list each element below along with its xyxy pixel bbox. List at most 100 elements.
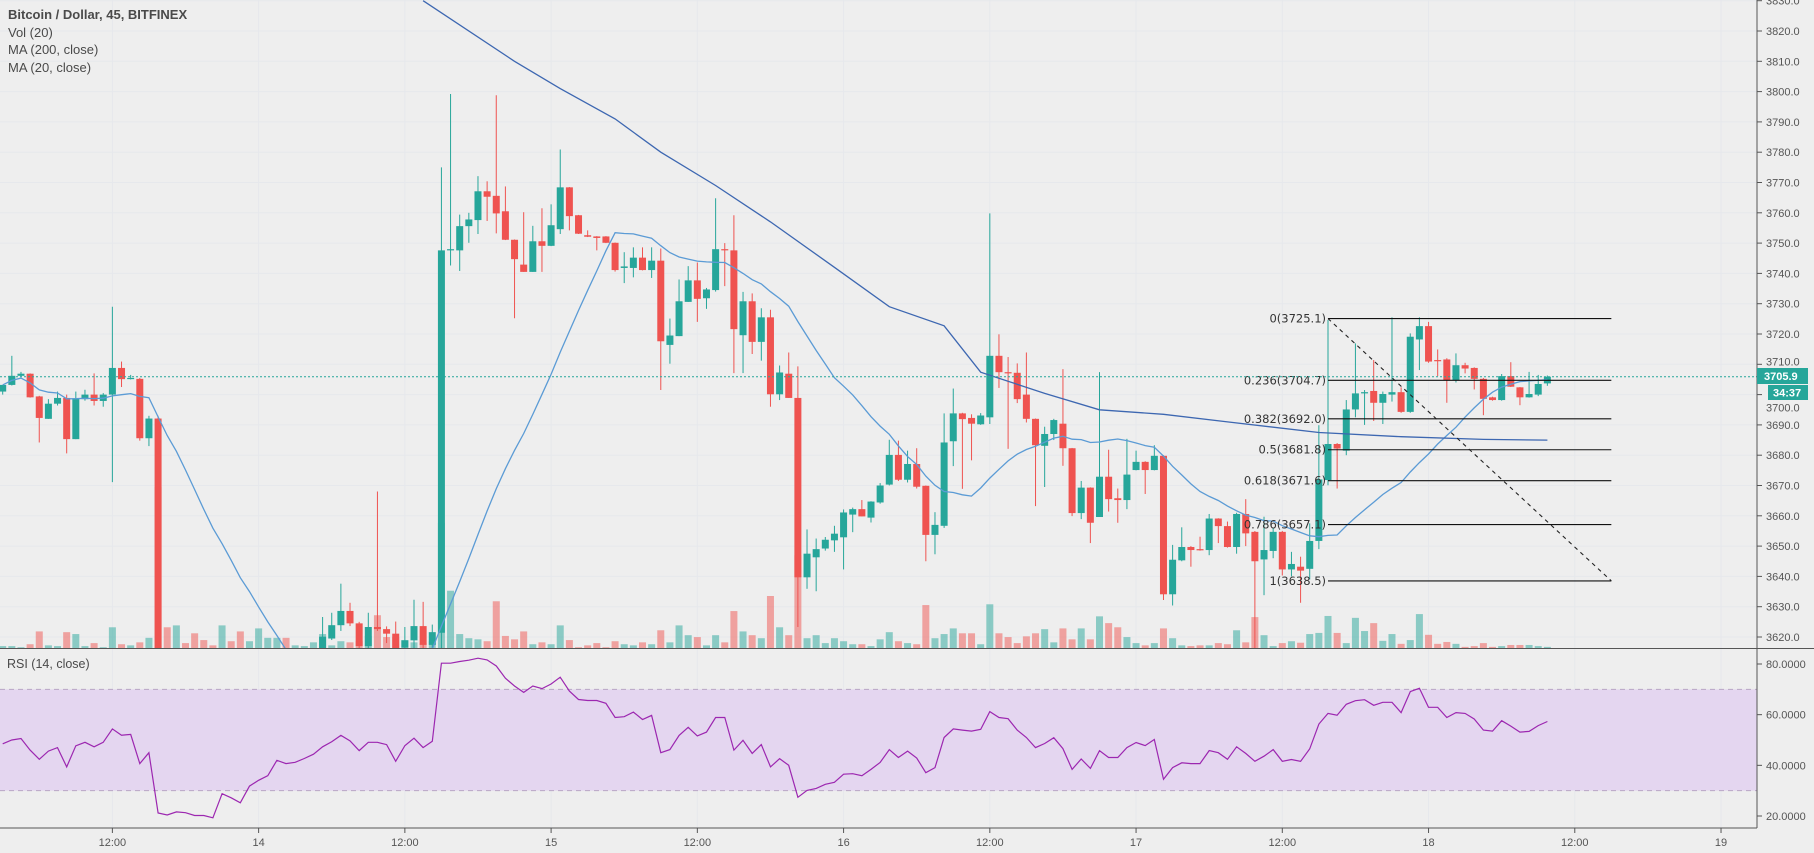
candle [1196, 536, 1204, 551]
candle [913, 448, 921, 489]
candle-body [1096, 476, 1103, 518]
candle [648, 247, 656, 278]
fib-trend-line[interactable] [1327, 318, 1612, 582]
time-tick-label: 12:00 [684, 837, 712, 849]
candle-body [1507, 376, 1515, 387]
volume-bar [483, 641, 491, 648]
candle [501, 186, 509, 241]
volume-bar [145, 637, 153, 648]
price-tick-label: 3750.0 [1766, 238, 1800, 250]
candle-body [337, 610, 345, 626]
volume-bar [1525, 644, 1533, 648]
price-tick-label: 3680.0 [1766, 450, 1800, 462]
candle-body [1406, 336, 1414, 412]
volume-bar [858, 644, 866, 648]
candle [328, 612, 336, 641]
candle-body [1214, 518, 1222, 527]
volume-bar [17, 647, 25, 648]
candle-body [575, 215, 583, 234]
candle [392, 621, 400, 648]
candle [575, 214, 583, 235]
candle-body [602, 236, 610, 243]
volume-bar [1516, 644, 1524, 648]
volume-bar [99, 647, 107, 648]
candle-body [648, 260, 656, 271]
volume-bar [1022, 636, 1030, 648]
candle [1425, 321, 1433, 363]
indicator-volume[interactable]: Vol (20) [8, 24, 53, 40]
candle-body [456, 226, 464, 251]
candle [145, 415, 153, 447]
volume-bar [1507, 644, 1515, 648]
candle [1150, 445, 1158, 471]
candle [364, 612, 372, 648]
candle [885, 439, 893, 486]
candle [301, 661, 308, 679]
candle-body [785, 373, 793, 398]
volume-bar [940, 634, 948, 648]
candle-body [483, 191, 491, 197]
price-tick-label: 3640.0 [1766, 571, 1800, 583]
candle [72, 391, 80, 440]
rsi-title[interactable]: RSI (14, close) [7, 657, 90, 671]
candle [355, 621, 363, 648]
candle-body [392, 633, 400, 648]
volume-bar [1543, 646, 1551, 648]
candle [373, 491, 381, 631]
candle [54, 391, 62, 406]
candle-body [803, 553, 811, 578]
volume-bar [1214, 643, 1222, 648]
candle-body [35, 396, 43, 418]
candle [849, 507, 857, 533]
candle-body [639, 257, 646, 271]
rsi-line [2, 657, 1548, 819]
candle [1516, 387, 1524, 406]
volume-bar [904, 643, 912, 648]
candle-body [1159, 455, 1167, 595]
volume-bar [785, 635, 793, 648]
candle-body [383, 629, 391, 634]
candle [840, 509, 848, 570]
volume-bar [821, 643, 829, 648]
candle [1187, 546, 1195, 567]
candle [1096, 372, 1103, 518]
volume-bar [803, 638, 811, 648]
fib-level-label: 0.5(3681.8) [1258, 443, 1326, 457]
volume-bar [236, 631, 244, 648]
candle [1306, 523, 1314, 580]
candle-body [1415, 326, 1423, 340]
symbol-title[interactable]: Bitcoin / Dollar, 45, BITFINEX [8, 7, 188, 22]
candle-body [968, 417, 976, 424]
candle [1397, 387, 1405, 413]
candle [602, 236, 610, 244]
price-tick-label: 3720.0 [1766, 329, 1800, 341]
candle-body [1297, 566, 1305, 571]
volume-bar [1315, 632, 1323, 648]
volume-bar [1159, 628, 1167, 648]
candle [292, 667, 299, 685]
indicator-ma20[interactable]: MA (20, close) [8, 59, 92, 75]
candle-body [867, 501, 875, 518]
candle-body [319, 636, 327, 648]
price-tick-label: 3760.0 [1766, 208, 1800, 220]
volume-bar [1534, 646, 1542, 648]
candle [629, 247, 637, 278]
volume-bar [1287, 641, 1295, 648]
time-tick-label: 15 [545, 837, 557, 849]
candle-body [840, 512, 848, 538]
price-tick-label: 3700.0 [1766, 403, 1800, 415]
candle [876, 483, 884, 504]
candle [1214, 518, 1222, 544]
volume-bar [565, 640, 573, 648]
candle [401, 627, 409, 648]
candle [1297, 556, 1305, 603]
volume-bar [648, 644, 656, 648]
time-tick-label: 16 [837, 837, 849, 849]
volume-bar [894, 641, 902, 648]
candle-body [620, 266, 628, 268]
candle [1370, 360, 1378, 421]
indicator-ma200[interactable]: MA (200, close) [8, 42, 99, 57]
candle [410, 599, 418, 648]
volume-bar [849, 644, 857, 648]
